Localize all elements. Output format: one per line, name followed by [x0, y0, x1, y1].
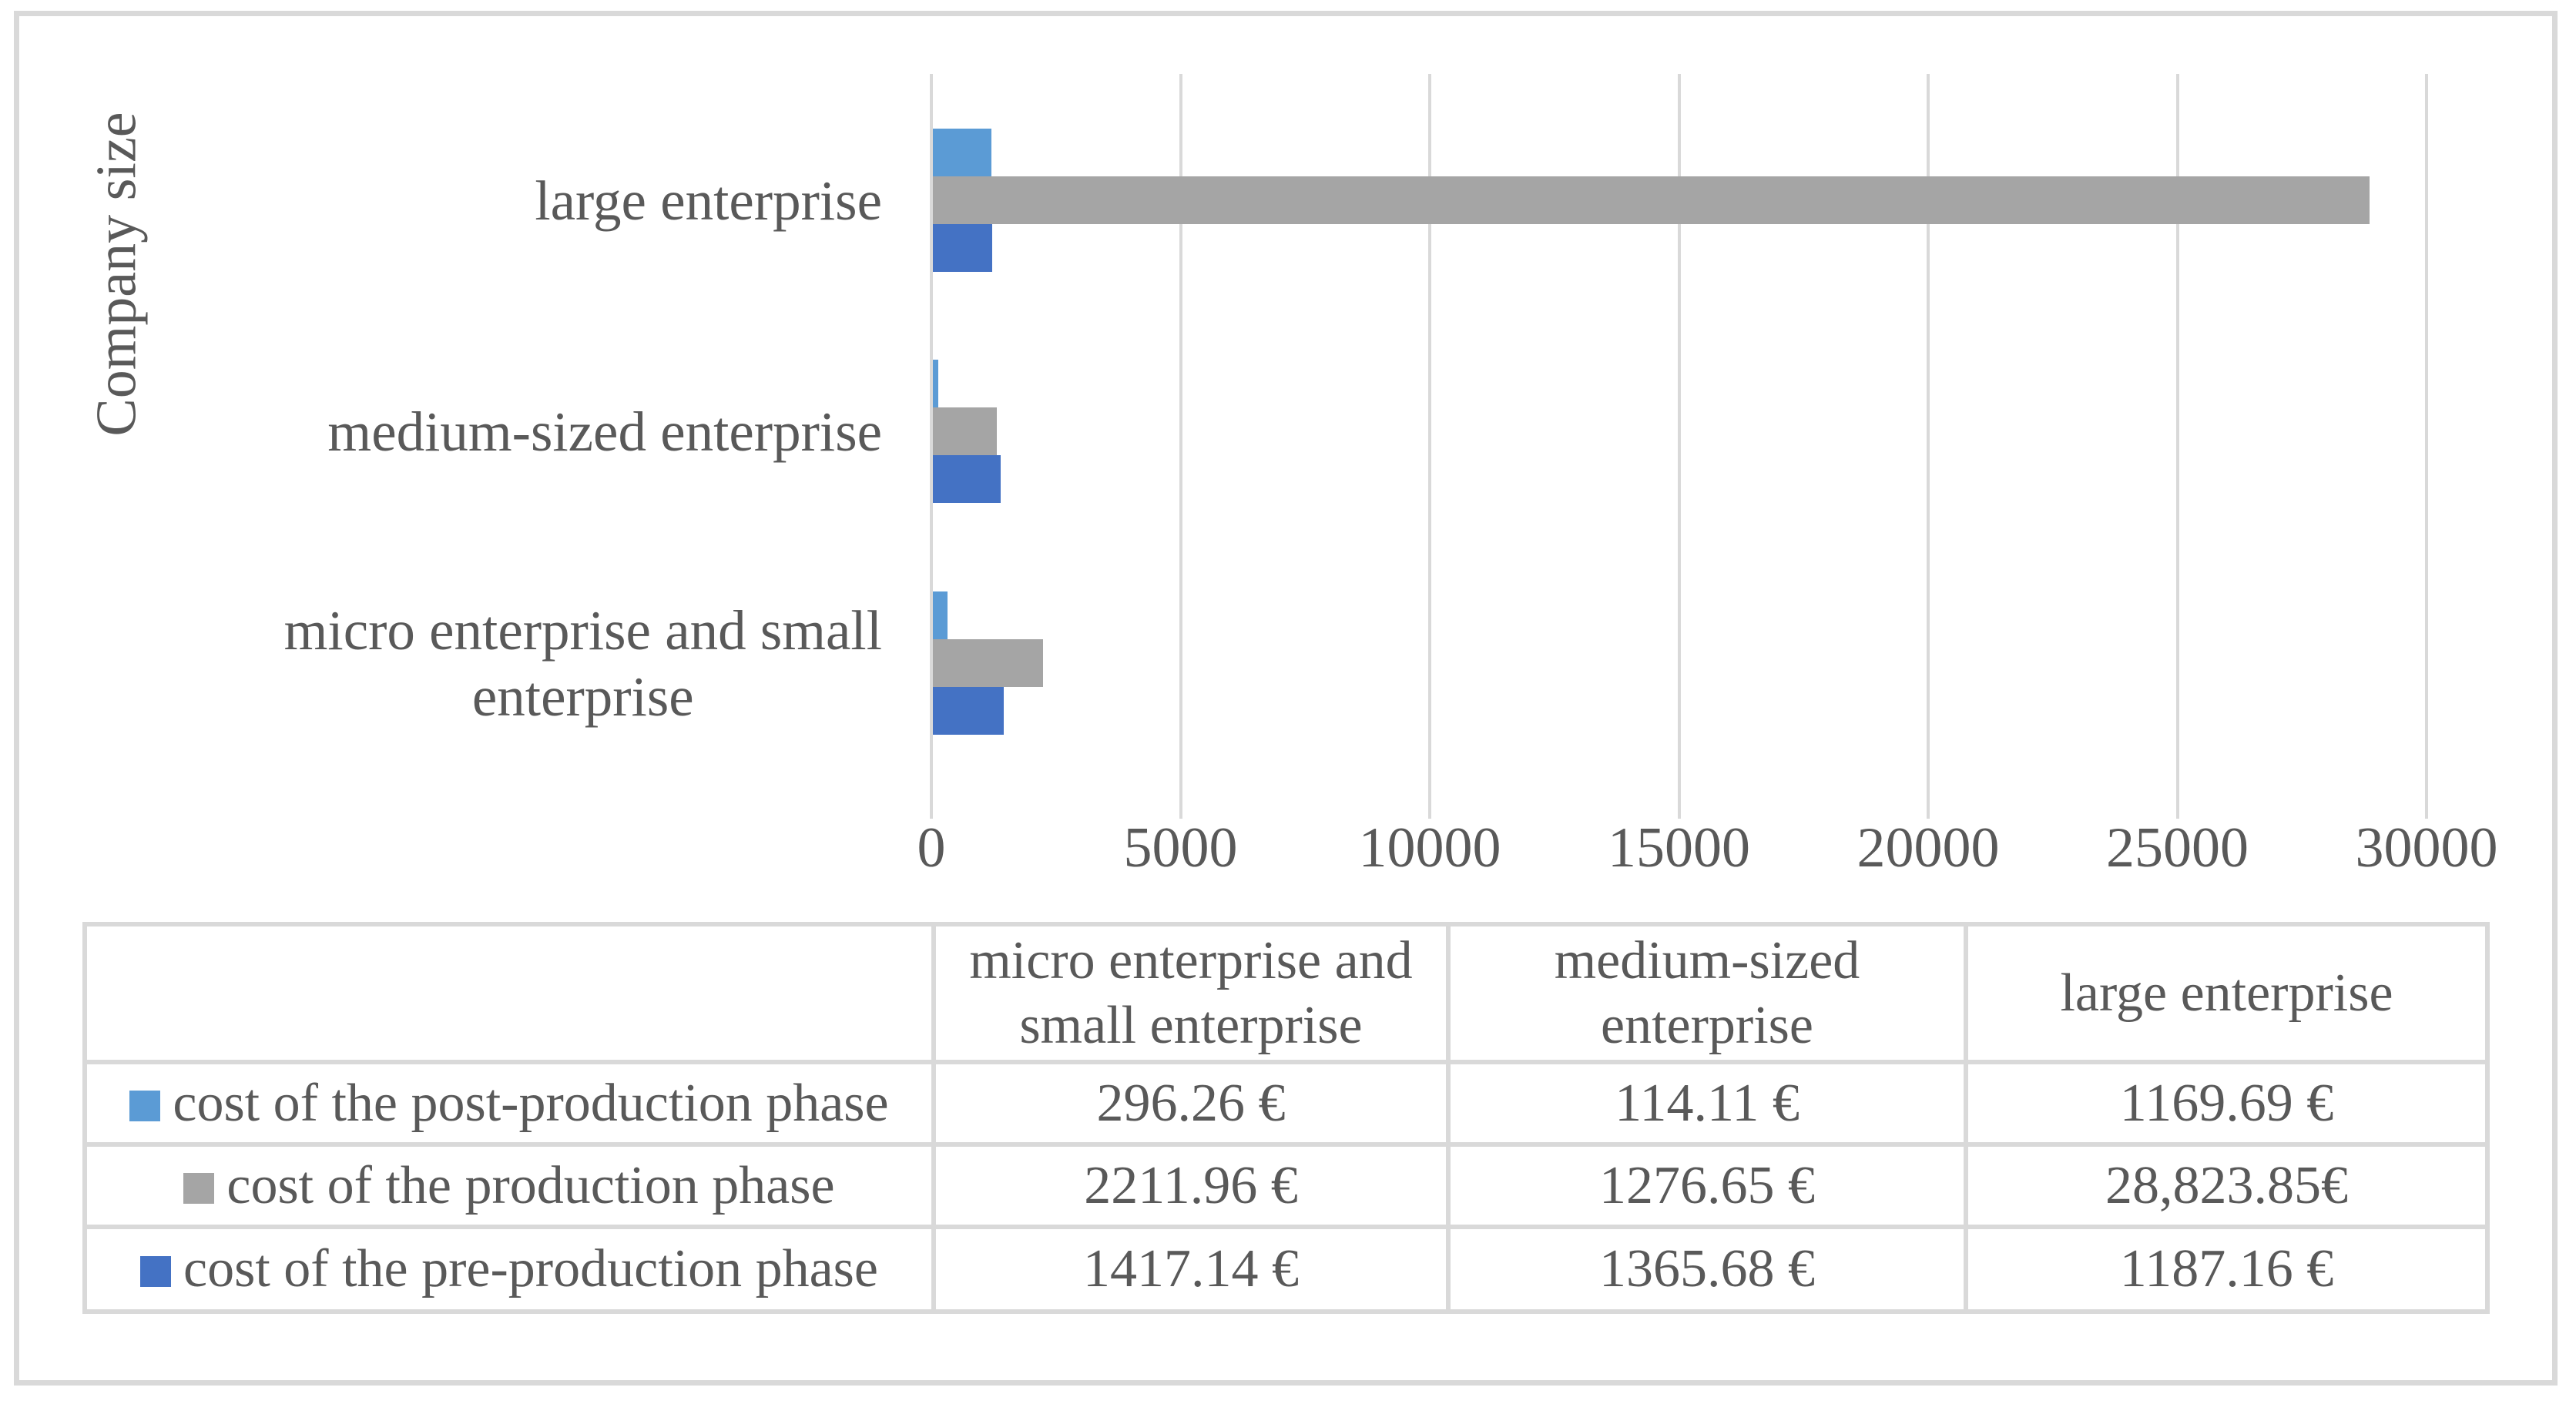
- bar-production-cat0: [933, 639, 1043, 687]
- figure-border: [14, 11, 2558, 1386]
- series-label-cell: cost of the post-production phase: [82, 1060, 936, 1147]
- x-tick-label: 15000: [1608, 816, 1750, 880]
- series-label: cost of the post-production phase: [173, 1073, 889, 1133]
- gridline: [2175, 74, 2179, 805]
- x-axis-tick: [1677, 805, 1681, 819]
- legend-swatch: [183, 1172, 215, 1204]
- value-cell: 1169.69 €: [1964, 1060, 2490, 1147]
- category-label: large enterprise: [535, 169, 882, 232]
- value-cell: 1365.68 €: [1446, 1225, 1968, 1314]
- x-axis-tick: [2425, 805, 2428, 819]
- series-label: cost of the production phase: [226, 1155, 835, 1215]
- x-tick-label: 25000: [2106, 816, 2249, 880]
- x-tick-label: 20000: [1857, 816, 2000, 880]
- table-column-header: large enterprise: [1964, 922, 2490, 1064]
- bar-production-cat1: [933, 407, 997, 455]
- x-axis-tick: [1179, 805, 1182, 819]
- table-column-header: micro enterprise and small enterprise: [931, 922, 1451, 1064]
- value-cell: 1276.65 €: [1446, 1142, 1968, 1229]
- gridline: [2425, 74, 2428, 805]
- legend-swatch: [140, 1256, 172, 1287]
- x-tick-label: 5000: [1123, 816, 1238, 880]
- x-tick-label: 10000: [1358, 816, 1501, 880]
- category-label: micro enterprise and small enterprise: [283, 599, 882, 728]
- x-axis-tick: [930, 805, 933, 819]
- value-cell: 2211.96 €: [931, 1142, 1451, 1229]
- table-row: cost of the production phase 2211.96 €127…: [82, 1142, 2490, 1229]
- gridline: [1179, 74, 1182, 805]
- x-axis-tick: [1927, 805, 1930, 819]
- gridline: [930, 74, 933, 805]
- value-cell: 1187.16 €: [1964, 1225, 2490, 1314]
- legend-swatch: [129, 1090, 161, 1121]
- table-column-header: medium-sized enterprise: [1446, 922, 1968, 1064]
- gridline: [1677, 74, 1681, 805]
- gridline: [1927, 74, 1930, 805]
- y-axis-title: Company size: [85, 112, 149, 437]
- value-cell: 114.11 €: [1446, 1060, 1968, 1147]
- category-label: medium-sized enterprise: [327, 400, 882, 463]
- data-table-legend: micro enterprise and small enterprise med…: [82, 922, 2490, 1314]
- bar-production-cat2: [933, 176, 2370, 224]
- bar-pre-production-cat1: [933, 455, 1001, 503]
- table-row: cost of the post-production phase 296.26 …: [82, 1060, 2490, 1147]
- x-axis-tick: [1428, 805, 1431, 819]
- series-label: cost of the pre-production phase: [183, 1239, 878, 1298]
- bar-pre-production-cat0: [933, 687, 1004, 735]
- series-label-cell: cost of the production phase: [82, 1142, 936, 1229]
- bar-post-production-cat0: [933, 591, 948, 639]
- value-cell: 296.26 €: [931, 1060, 1451, 1147]
- bar-pre-production-cat2: [933, 224, 992, 272]
- table-corner-blank: [82, 922, 936, 1064]
- value-cell: 1417.14 €: [931, 1225, 1451, 1314]
- gridline: [1428, 74, 1431, 805]
- x-tick-label: 0: [917, 816, 946, 880]
- bar-post-production-cat1: [933, 360, 938, 407]
- value-cell: 28,823.85€: [1964, 1142, 2490, 1229]
- table-row: cost of the pre-production phase 1417.14 …: [82, 1225, 2490, 1314]
- series-label-cell: cost of the pre-production phase: [82, 1225, 936, 1314]
- bar-post-production-cat2: [933, 129, 991, 176]
- x-axis-tick: [2175, 805, 2179, 819]
- x-tick-label: 30000: [2355, 816, 2498, 880]
